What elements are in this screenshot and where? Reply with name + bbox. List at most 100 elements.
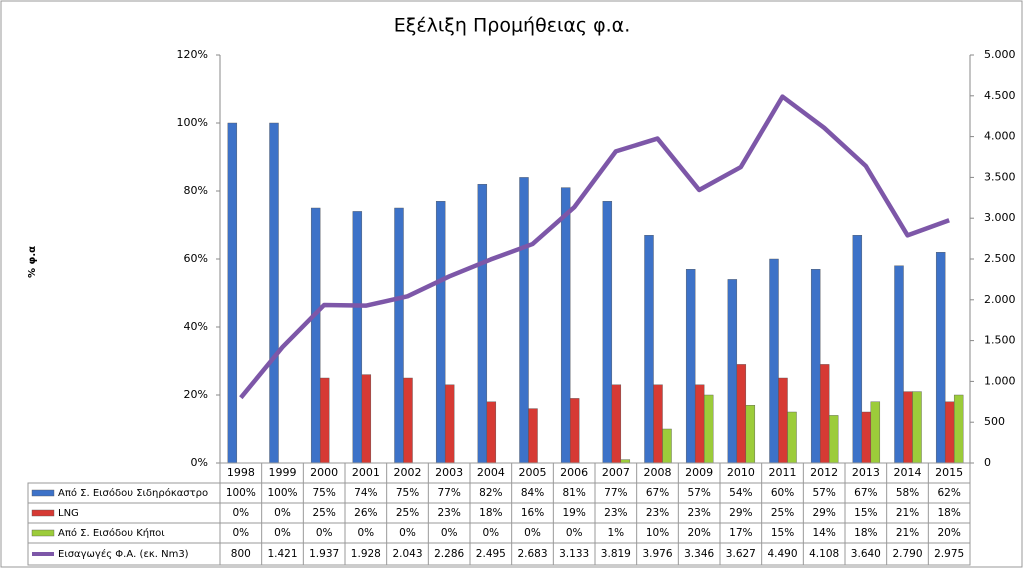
table-value: 84% — [521, 487, 544, 499]
table-value: 29% — [729, 507, 752, 519]
x-tick-label: 2001 — [352, 466, 380, 479]
table-value: 0% — [274, 527, 291, 539]
bar — [828, 415, 839, 464]
table-value: 4.490 — [767, 548, 797, 560]
table-value: 77% — [604, 487, 627, 499]
bar — [787, 411, 797, 464]
table-value: 23% — [437, 507, 460, 519]
bar — [685, 269, 696, 464]
x-tick-label: 1998 — [227, 466, 255, 479]
table-value: 75% — [396, 487, 419, 499]
table-value: 74% — [354, 487, 377, 499]
table-value: 1.421 — [267, 548, 297, 560]
bar — [620, 459, 631, 464]
x-tick-label: 1999 — [269, 466, 297, 479]
bar — [403, 377, 413, 464]
table-value: 0% — [357, 527, 374, 539]
table-value: 1.928 — [351, 548, 381, 560]
x-tick-label: 2012 — [810, 466, 838, 479]
legend-swatch — [31, 509, 55, 517]
y2-tick-label: 1.500 — [984, 334, 1016, 347]
table-value: 75% — [312, 487, 335, 499]
y2-tick-label: 4.500 — [984, 89, 1016, 102]
table-value: 60% — [771, 487, 794, 499]
x-tick-label: 2002 — [394, 466, 422, 479]
y-tick-label: 60% — [184, 252, 208, 265]
y2-tick-label: 500 — [984, 415, 1005, 428]
bar — [435, 200, 446, 464]
table-value: 26% — [354, 507, 377, 519]
bar — [903, 391, 913, 464]
table-value: 0% — [232, 507, 249, 519]
y-tick-label: 120% — [177, 48, 208, 61]
table-value: 3.346 — [684, 548, 714, 560]
x-tick-label: 2000 — [310, 466, 338, 479]
table-value: 3.133 — [559, 548, 589, 560]
legend-label: Από Σ. Εισόδου Κήποι — [58, 527, 165, 539]
table-value: 19% — [562, 507, 585, 519]
table-value: 67% — [646, 487, 669, 499]
bar — [528, 408, 538, 464]
table-value: 2.043 — [392, 548, 422, 560]
bar — [319, 377, 330, 464]
table-value: 67% — [854, 487, 877, 499]
table-value: 100% — [267, 487, 297, 499]
x-tick-label: 2008 — [644, 466, 672, 479]
bar — [352, 211, 363, 464]
y-tick-label: 20% — [184, 388, 208, 401]
table-value: 23% — [687, 507, 710, 519]
x-tick-label: 2004 — [477, 466, 505, 479]
bar — [727, 279, 738, 464]
y2-tick-label: 4.000 — [984, 130, 1016, 143]
bar — [852, 234, 863, 464]
table-value: 54% — [729, 487, 752, 499]
x-tick-label: 2006 — [560, 466, 588, 479]
table-value: 18% — [479, 507, 502, 519]
bar — [703, 394, 714, 464]
bar — [769, 258, 779, 464]
bar — [662, 428, 672, 464]
legend-swatch — [31, 529, 55, 537]
table-value: 3.819 — [601, 548, 631, 560]
table-value: 17% — [729, 527, 752, 539]
bar — [861, 411, 872, 464]
table-value: 62% — [937, 487, 960, 499]
bar — [394, 207, 404, 464]
table-value: 58% — [896, 487, 919, 499]
table-value: 0% — [482, 527, 499, 539]
table-value: 0% — [524, 527, 541, 539]
x-tick-label: 2003 — [435, 466, 463, 479]
x-tick-label: 2009 — [685, 466, 713, 479]
table-value: 14% — [812, 527, 835, 539]
bar — [894, 265, 904, 464]
bar — [870, 401, 881, 464]
table-value: 3.627 — [726, 548, 756, 560]
bar — [560, 187, 571, 464]
table-value: 3.640 — [851, 548, 881, 560]
x-tick-label: 2015 — [935, 466, 963, 479]
x-tick-label: 2013 — [852, 466, 880, 479]
table-value: 4.108 — [809, 548, 839, 560]
legend-label: Εισαγωγές Φ.Α. (εκ. Nm3) — [58, 548, 189, 560]
table-value: 3.976 — [642, 548, 672, 560]
table-value: 81% — [562, 487, 585, 499]
bar — [269, 122, 279, 464]
bar — [361, 374, 372, 464]
table-value: 20% — [687, 527, 710, 539]
bar — [944, 401, 955, 464]
table-value: 25% — [396, 507, 419, 519]
y2-tick-label: 3.000 — [984, 211, 1016, 224]
table-value: 82% — [479, 487, 502, 499]
table-value: 29% — [812, 507, 835, 519]
table-value: 1.937 — [309, 548, 339, 560]
bar — [778, 377, 788, 464]
table-value: 77% — [437, 487, 460, 499]
legend-label: Από Σ. Εισόδου Σιδηρόκαστρο — [58, 487, 208, 499]
y2-tick-label: 2.000 — [984, 293, 1016, 306]
table-value: 0% — [441, 527, 458, 539]
table-value: 10% — [646, 527, 669, 539]
bar — [477, 183, 488, 464]
bar — [745, 405, 756, 464]
bar — [486, 401, 497, 464]
